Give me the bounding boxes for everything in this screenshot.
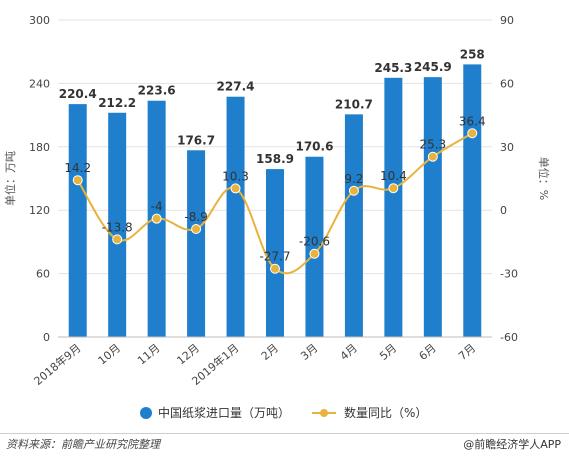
line-point: [467, 128, 478, 139]
legend: 中国纸浆进口量（万吨） 数量同比（%）: [140, 405, 427, 420]
category-label: 10月: [96, 341, 124, 367]
source-note: 资料来源：前瞻产业研究院整理: [6, 438, 160, 451]
legend-bar-marker: [140, 407, 152, 419]
bar: [384, 77, 403, 337]
category-label: 11月: [135, 341, 163, 367]
category-label: 2018年9月: [31, 341, 84, 388]
bar: [423, 77, 442, 338]
right-axis-title: 单位：%: [537, 157, 551, 200]
line-point: [270, 263, 280, 274]
left-tick-label: 240: [29, 77, 50, 90]
bar: [187, 150, 206, 337]
legend-bar-label: 中国纸浆进口量（万吨）: [158, 405, 290, 420]
category-label: 7月: [456, 341, 478, 363]
line-value-label: 25.3: [419, 138, 446, 152]
line-point: [151, 213, 162, 224]
bar: [266, 169, 284, 337]
right-tick-label: 0: [500, 204, 507, 217]
right-tick-label: 60: [500, 77, 514, 90]
left-axis-title: 单位：万吨: [3, 151, 17, 206]
bar-value-label: 245.9: [414, 60, 452, 74]
bar-value-label: 223.6: [138, 84, 176, 98]
line-value-label: 10.4: [380, 169, 407, 183]
line-point: [230, 183, 241, 194]
bar-value-label: 170.6: [295, 140, 333, 154]
left-tick-label: 0: [43, 331, 50, 344]
right-tick-label: -60: [500, 331, 518, 344]
bar-value-label: 245.3: [374, 61, 412, 75]
line-point: [72, 175, 83, 186]
bar: [344, 114, 363, 337]
bar: [226, 96, 245, 338]
bar-value-label: 212.2: [98, 96, 136, 110]
line-point: [309, 248, 320, 259]
brand-credit: @前瞻经济学人APP: [463, 438, 561, 451]
category-label: 6月: [417, 341, 439, 363]
line-value-label: 14.2: [64, 161, 91, 175]
line-value-label: -20.6: [299, 235, 330, 249]
line-value-label: -27.7: [259, 250, 290, 264]
left-tick-label: 180: [29, 141, 50, 154]
right-tick-label: 90: [500, 14, 514, 27]
footer-divider: [0, 433, 569, 434]
line-point: [191, 224, 202, 235]
line-point: [348, 185, 359, 196]
bar: [68, 104, 87, 338]
line-value-label: 10.3: [222, 169, 249, 183]
line-value-label: -8.9: [184, 210, 207, 224]
left-tick-label: 300: [29, 14, 50, 27]
line-value-label: 9.2: [344, 172, 363, 186]
line-point: [388, 183, 399, 194]
bar-value-label: 176.7: [177, 133, 215, 147]
bar: [305, 156, 324, 337]
category-label: 12月: [175, 341, 203, 367]
bar-series: [68, 64, 482, 338]
footer: 资料来源：前瞻产业研究院整理 @前瞻经济学人APP: [0, 433, 569, 459]
bar-value-label: 158.9: [256, 152, 294, 166]
line-point: [112, 234, 123, 245]
line-point: [427, 151, 438, 162]
line-series: [72, 128, 478, 275]
bar-value-label: 258: [460, 47, 485, 61]
category-label: 4月: [338, 341, 360, 363]
bar: [108, 112, 127, 337]
line-value-label: -13.8: [102, 220, 133, 234]
category-label: 3月: [298, 341, 320, 363]
legend-line-marker: [320, 409, 328, 417]
line-value-label: -4: [151, 200, 163, 214]
category-label: 2月: [259, 341, 281, 363]
right-tick-label: -30: [500, 268, 518, 281]
bar-value-label: 227.4: [217, 80, 255, 94]
bar-value-label: 220.4: [59, 87, 97, 101]
legend-line-label: 数量同比（%）: [344, 405, 427, 420]
category-label: 5月: [377, 341, 399, 363]
right-tick-label: 30: [500, 141, 514, 154]
left-tick-label: 60: [36, 268, 50, 281]
bar-value-label: 210.7: [335, 97, 373, 111]
left-tick-label: 120: [29, 204, 50, 217]
bar: [463, 64, 482, 337]
line-value-label: 36.4: [459, 114, 486, 128]
